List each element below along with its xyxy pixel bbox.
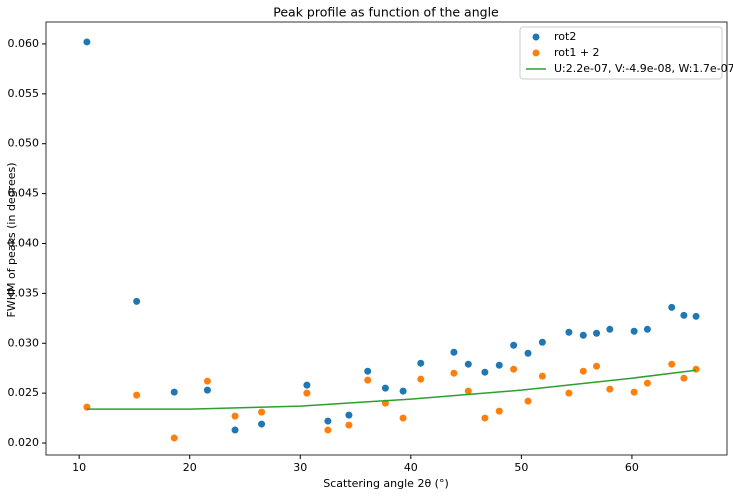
x-tick-label: 40 [404,461,418,474]
x-tick-label: 20 [183,461,197,474]
point [450,348,458,356]
point [510,341,518,349]
y-tick-label: 0.020 [8,436,40,449]
legend-label: U:2.2e-07, V:-4.9e-08, W:1.7e-07 [554,62,733,75]
point [417,375,425,383]
legend-label: rot2 [554,30,576,43]
point [258,408,266,416]
y-tick-label: 0.050 [8,137,40,150]
point [83,38,91,46]
point [538,372,546,380]
point [303,389,311,397]
point [524,349,532,357]
x-tick-label: 60 [625,461,639,474]
point [133,391,141,399]
point [510,365,518,373]
x-tick-label: 30 [293,461,307,474]
point [170,388,178,396]
point [464,360,472,368]
point [495,407,503,415]
y-tick-label: 0.055 [8,87,40,100]
point [680,374,688,382]
point [364,376,372,384]
point [381,384,389,392]
x-tick-label: 50 [514,461,528,474]
point [495,361,503,369]
point [345,421,353,429]
point [565,328,573,336]
y-tick-label: 0.045 [8,187,40,200]
point [324,426,332,434]
point [606,325,614,333]
point [579,331,587,339]
point [417,359,425,367]
point [231,426,239,434]
point [399,387,407,395]
point [481,414,489,422]
legend-marker [532,49,540,57]
point [680,311,688,319]
point [630,388,638,396]
point [399,414,407,422]
y-tick-label: 0.035 [8,286,40,299]
point [643,325,651,333]
point [565,389,573,397]
point [258,420,266,428]
chart-title: Peak profile as function of the angle [273,5,499,20]
point [324,417,332,425]
point [133,297,141,305]
point [579,367,587,375]
point [593,329,601,337]
legend-marker [532,33,540,41]
point [524,397,532,405]
point [364,367,372,375]
point [345,411,353,419]
plot-frame [45,21,728,456]
point [203,377,211,385]
y-tick-label: 0.040 [8,236,40,249]
point [643,379,651,387]
point [450,369,458,377]
point [538,338,546,346]
point [668,303,676,311]
y-tick-label: 0.030 [8,336,40,349]
fit-line [86,369,697,410]
point [593,362,601,370]
point [630,327,638,335]
point [668,360,676,368]
point [692,365,700,373]
point [481,368,489,376]
y-axis-label: FWHM of peaks (in degrees) [5,162,18,317]
legend-box [519,26,723,80]
point [231,412,239,420]
point [303,381,311,389]
point [692,312,700,320]
point [203,386,211,394]
y-tick-label: 0.060 [8,37,40,50]
x-axis-label: Scattering angle 2θ (°) [323,477,449,490]
point [170,434,178,442]
legend-label: rot1 + 2 [554,46,600,59]
x-tick-label: 10 [72,461,86,474]
y-tick-label: 0.025 [8,386,40,399]
point [464,387,472,395]
point [606,385,614,393]
